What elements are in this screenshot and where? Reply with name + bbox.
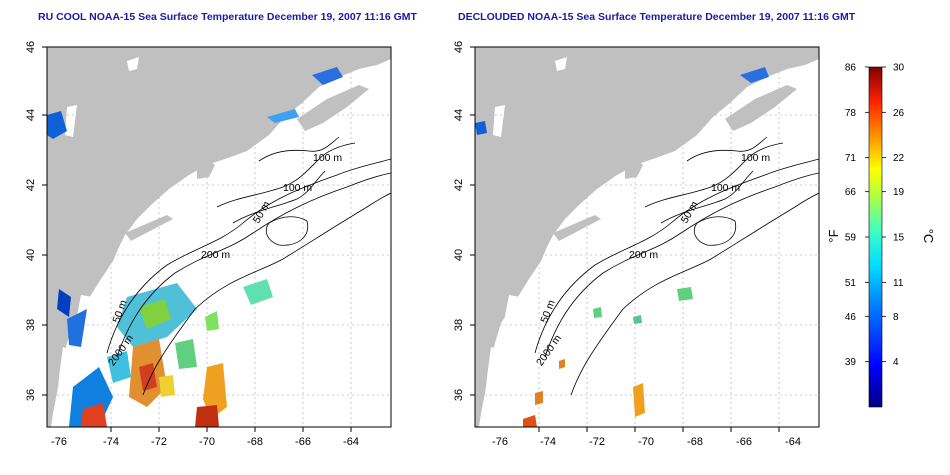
left-map-panel: 100 m 100 m 50 m 200 m 50 m 2000 m -76 -…: [25, 41, 392, 448]
celsius-tick-label: 8: [893, 312, 899, 323]
celsius-tick-label: 30: [893, 63, 905, 74]
left-sst-field: [47, 67, 343, 427]
right-x-tick: -76: [492, 436, 508, 448]
fahrenheit-tick-label: 66: [845, 187, 857, 198]
left-x-tick: -64: [343, 436, 359, 448]
fahrenheit-tick-label: 39: [845, 357, 857, 368]
colorbar: °F °C: [826, 66, 936, 408]
right-sst-field: [475, 67, 769, 427]
right-x-tick: -66: [736, 436, 752, 448]
left-x-tick: -70: [199, 436, 215, 448]
right-y-tick: 46: [453, 41, 465, 53]
right-y-tick: 44: [453, 109, 465, 121]
celsius-tick-label: 26: [893, 108, 905, 119]
left-x-tick: -68: [247, 436, 263, 448]
right-y-tick: 36: [453, 389, 465, 401]
left-y-tick: 38: [25, 319, 37, 331]
left-y-tick: 44: [25, 109, 37, 121]
right-x-tick: -70: [638, 436, 654, 448]
fahrenheit-tick-label: 86: [845, 63, 857, 74]
left-y-tick: 40: [25, 249, 37, 261]
left-y-tick: 36: [25, 389, 37, 401]
right-y-tick: 40: [453, 249, 465, 261]
left-x-tick: -76: [51, 436, 67, 448]
left-y-axis: [42, 46, 47, 396]
celsius-unit-label: °C: [921, 229, 936, 244]
celsius-tick-label: 22: [893, 153, 905, 164]
right-contour-label-100m-a: 100 m: [741, 152, 770, 164]
celsius-tick-label: 15: [893, 233, 905, 244]
right-contour-label-100m-b: 100 m: [711, 182, 740, 194]
right-x-axis: [538, 427, 780, 432]
left-x-tick: -74: [103, 436, 119, 448]
fahrenheit-tick-label: 71: [845, 153, 857, 164]
left-y-tick: 46: [25, 41, 37, 53]
right-y-tick: 42: [453, 179, 465, 191]
colorbar-gradient: [868, 66, 883, 408]
right-map-panel: 100 m 100 m 50 m 200 m 50 m 2000 m -76 -…: [453, 41, 820, 448]
left-contour-label-200m: 200 m: [201, 249, 230, 261]
right-x-tick: -64: [785, 436, 801, 448]
left-x-tick: -66: [295, 436, 311, 448]
right-y-tick: 38: [453, 319, 465, 331]
right-y-axis: [470, 46, 475, 396]
left-x-axis: [110, 427, 352, 432]
right-panel-title: DECLOUDED NOAA-15 Sea Surface Temperatur…: [458, 11, 856, 23]
celsius-tick-label: 11: [893, 278, 904, 289]
left-panel-title: RU COOL NOAA-15 Sea Surface Temperature …: [38, 11, 417, 23]
celsius-tick-label: 4: [893, 357, 899, 368]
right-x-tick: -74: [540, 436, 556, 448]
left-contour-label-100m-a: 100 m: [313, 152, 342, 164]
left-y-tick: 42: [25, 179, 37, 191]
fahrenheit-tick-label: 46: [845, 312, 857, 323]
right-x-tick: -68: [687, 436, 703, 448]
fahrenheit-tick-label: 78: [845, 108, 857, 119]
fahrenheit-tick-label: 51: [845, 278, 857, 289]
right-contour-label-200m: 200 m: [629, 249, 658, 261]
fahrenheit-tick-label: 59: [845, 233, 857, 244]
celsius-tick-label: 19: [893, 187, 905, 198]
right-x-tick: -72: [589, 436, 605, 448]
fahrenheit-unit-label: °F: [826, 229, 841, 242]
left-contour-label-100m-b: 100 m: [283, 182, 312, 194]
left-x-tick: -72: [151, 436, 167, 448]
